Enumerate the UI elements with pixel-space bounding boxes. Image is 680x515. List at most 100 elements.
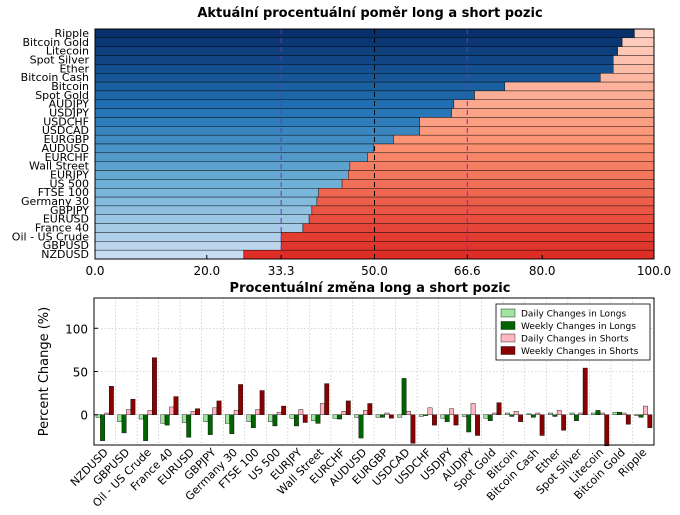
bar-weekly-changes-in-longs-audjpy xyxy=(466,414,472,433)
y-tick-label-nzdusd: NZDUSD xyxy=(41,248,89,261)
short-bar-audusd xyxy=(373,143,655,154)
short-bar-litecoin xyxy=(617,46,655,56)
bar-daily-changes-in-shorts-usdjpy xyxy=(449,408,454,415)
bar-daily-changes-in-longs-eurchf xyxy=(332,414,338,419)
bar-weekly-changes-in-longs-bitcoin xyxy=(509,414,515,417)
bar-weekly-changes-in-longs-litecoin xyxy=(595,410,601,415)
short-bar-eurgbp xyxy=(393,134,655,145)
bar-weekly-changes-in-longs-audusd xyxy=(358,414,364,439)
bar-daily-changes-in-shorts-usdchf xyxy=(427,407,433,415)
bar-daily-changes-in-longs-gbpjpy xyxy=(203,414,209,422)
bar-weekly-changes-in-longs-ether xyxy=(552,414,558,417)
bar-daily-changes-in-shorts-ether xyxy=(556,410,562,415)
y-tick-label-germany-30: Germany 30 xyxy=(21,195,89,208)
long-bar-germany-30 xyxy=(94,196,318,207)
bar-weekly-changes-in-shorts-eurgbp xyxy=(388,414,394,419)
bar-daily-changes-in-longs-litecoin xyxy=(591,412,596,415)
long-bar-ether xyxy=(94,64,614,74)
bar-daily-changes-in-longs-oil-us-crude xyxy=(138,414,144,420)
bar-weekly-changes-in-longs-eurusd xyxy=(186,414,192,438)
bar-daily-changes-in-shorts-audusd xyxy=(363,410,368,415)
bar-daily-changes-in-shorts-france-40 xyxy=(169,406,174,415)
bar-weekly-changes-in-shorts-gbpjpy xyxy=(216,400,222,415)
bar-weekly-changes-in-longs-usdjpy xyxy=(444,414,450,422)
bar-daily-changes-in-longs-usdcad xyxy=(397,414,403,418)
y-tick-label-usdjpy: USDJPY xyxy=(49,107,89,120)
bar-weekly-changes-in-shorts-usdchf xyxy=(432,414,437,426)
long-bar-eurusd xyxy=(94,214,310,224)
long-bar-ripple xyxy=(94,28,635,39)
y-tick-label-0: 0 xyxy=(80,409,88,423)
y-axis-label: Percent Change (%) xyxy=(37,307,52,436)
bar-daily-changes-in-longs-bitcoin xyxy=(505,412,510,415)
short-bar-spot-gold xyxy=(474,90,655,100)
long-bar-eurjpy xyxy=(94,170,349,180)
bar-daily-changes-in-shorts-spot-gold xyxy=(492,412,498,415)
y-tick-label-ftse-100: FTSE 100 xyxy=(38,186,89,199)
bar-daily-changes-in-longs-audusd xyxy=(354,414,360,418)
short-bar-wall-street xyxy=(349,161,655,171)
long-bar-usdcad xyxy=(94,126,420,136)
x-tick-label-0-0: 0.0 xyxy=(85,264,104,278)
x-tick-label-33-3: 33.3 xyxy=(268,264,295,278)
short-bar-usdchf xyxy=(419,117,655,127)
bar-daily-changes-in-shorts-ripple xyxy=(643,405,648,415)
bar-weekly-changes-in-shorts-oil-us-crude xyxy=(152,357,157,415)
bar-weekly-changes-in-shorts-ftse-100 xyxy=(259,390,265,415)
long-bar-us-500 xyxy=(94,179,343,189)
long-bar-spot-gold xyxy=(94,90,475,100)
y-tick-label-wall-street: Wall Street xyxy=(29,160,90,173)
bar-daily-changes-in-shorts-spot-silver xyxy=(578,412,584,415)
bar-weekly-changes-in-longs-usdcad xyxy=(401,378,407,415)
y-tick-label-france-40: France 40 xyxy=(35,222,89,235)
long-bar-nzdusd xyxy=(94,249,244,260)
short-bar-eurjpy xyxy=(348,170,655,180)
bar-daily-changes-in-longs-eurjpy xyxy=(289,414,295,419)
long-bar-eurchf xyxy=(94,152,368,162)
bar-daily-changes-in-longs-bitcoin-cash xyxy=(526,413,532,415)
bar-weekly-changes-in-longs-gbpusd xyxy=(121,414,127,434)
bar-weekly-changes-in-shorts-usdcad xyxy=(410,414,416,444)
bar-daily-changes-in-shorts-wall-street xyxy=(319,403,325,415)
legend-label-daily-changes-in-shorts: Daily Changes in Shorts xyxy=(521,335,629,345)
legend-swatch-weekly-changes-in-shorts xyxy=(500,346,516,355)
bar-weekly-changes-in-longs-eurjpy xyxy=(294,414,299,427)
bar-daily-changes-in-longs-spot-silver xyxy=(569,412,575,415)
y-tick-label-gbpjpy: GBPJPY xyxy=(50,204,89,217)
long-bar-bitcoin-cash xyxy=(94,73,601,83)
bar-daily-changes-in-shorts-usdcad xyxy=(406,411,411,415)
bar-weekly-changes-in-longs-spot-gold xyxy=(487,414,493,421)
bar-daily-changes-in-shorts-germany-30 xyxy=(233,410,239,415)
bar-weekly-changes-in-shorts-gbpusd xyxy=(130,398,136,415)
bar-weekly-changes-in-shorts-bitcoin xyxy=(518,414,524,422)
long-bar-audjpy xyxy=(94,99,455,109)
bar-daily-changes-in-longs-eurusd xyxy=(181,414,187,423)
bar-weekly-changes-in-longs-eurgbp xyxy=(380,414,385,418)
y-tick-label-litecoin: Litecoin xyxy=(46,45,89,58)
short-bar-france-40 xyxy=(302,223,655,233)
bar-daily-changes-in-shorts-eurjpy xyxy=(298,409,304,415)
short-bar-usdcad xyxy=(419,126,655,136)
bar-weekly-changes-in-longs-germany-30 xyxy=(229,414,235,434)
bar-weekly-changes-in-longs-france-40 xyxy=(164,414,170,426)
short-bar-nzdusd xyxy=(243,249,655,260)
bar-daily-changes-in-shorts-ftse-100 xyxy=(255,409,261,415)
y-tick-label-usdchf: USDCHF xyxy=(43,115,89,128)
long-bar-france-40 xyxy=(94,223,304,233)
short-bar-ripple xyxy=(634,28,655,39)
legend-box xyxy=(495,303,651,361)
bar-daily-changes-in-longs-ether xyxy=(548,412,553,415)
bar-daily-changes-in-longs-france-40 xyxy=(160,414,166,424)
short-bar-spot-silver xyxy=(612,55,655,65)
y-tick-label-usdcad: USDCAD xyxy=(42,124,89,137)
x-tick-label-20-0: 20.0 xyxy=(193,264,220,278)
short-bar-bitcoin xyxy=(504,81,655,92)
y-tick-label-ripple: Ripple xyxy=(55,27,90,40)
short-bar-ether xyxy=(612,64,655,74)
bar-daily-changes-in-shorts-eurusd xyxy=(190,411,196,415)
bar-daily-changes-in-longs-usdchf xyxy=(418,414,424,417)
bar-daily-changes-in-longs-ripple xyxy=(634,414,640,416)
y-tick-label-gbpusd: GBPUSD xyxy=(43,239,89,252)
